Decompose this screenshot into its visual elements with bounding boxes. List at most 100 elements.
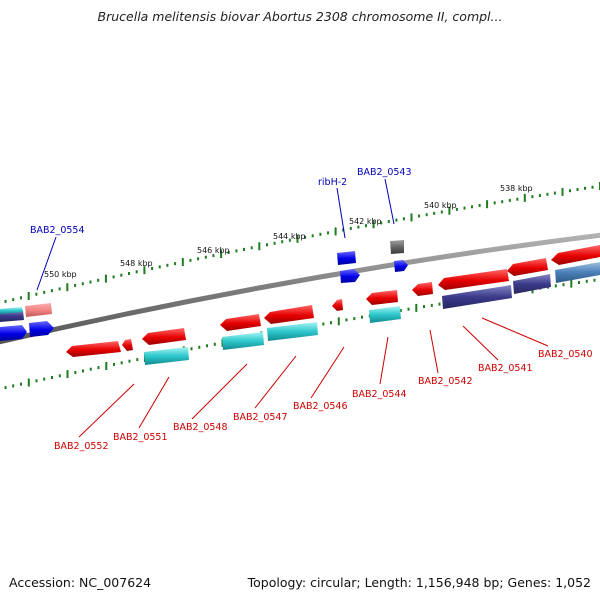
- gene-label-BAB2_0548[interactable]: BAB2_0548: [173, 422, 228, 433]
- callout-BAB2_0544: [379, 336, 389, 385]
- inner-track-minor-tick: [593, 278, 596, 282]
- outer-track-minor-tick: [576, 188, 579, 191]
- gene-BAB2_0542[interactable]: [412, 282, 433, 296]
- outer-track-minor-tick: [266, 243, 268, 247]
- gene-label-BAB2_0547[interactable]: BAB2_0547: [233, 412, 288, 423]
- outer-track-minor-tick: [166, 263, 169, 267]
- inner-track-major-tick: [337, 317, 340, 326]
- inner-track-major-tick: [66, 370, 69, 379]
- outer-track-minor-tick: [463, 206, 466, 210]
- outer-track-minor-tick: [342, 228, 345, 232]
- gene-cyan-0547[interactable]: [267, 322, 318, 341]
- topology-label: Topology: circular; Length: 1,156,948 bp…: [247, 575, 591, 590]
- gene-label-ribH-2[interactable]: ribH-2: [318, 177, 347, 188]
- gene-upper-blue-2[interactable]: [340, 269, 360, 283]
- tick-label-540: 540 kbp: [424, 201, 457, 210]
- gene-BAB2_0540[interactable]: [507, 258, 548, 276]
- inner-track-minor-tick: [12, 384, 15, 388]
- gene-label-BAB2_0542[interactable]: BAB2_0542: [418, 376, 473, 387]
- inner-track-minor-tick: [82, 369, 84, 373]
- tick-label-544: 544 kbp: [273, 232, 306, 241]
- gene-BAB2_0544[interactable]: [366, 290, 398, 305]
- gene-ribH-2[interactable]: [337, 251, 356, 265]
- gene-BAB2_0554-pink[interactable]: [25, 303, 52, 317]
- outer-track-minor-tick: [281, 240, 284, 244]
- outer-track-minor-tick: [43, 290, 46, 294]
- gene-BAB2_0541[interactable]: [438, 269, 509, 290]
- gene-left-blue-1[interactable]: [0, 325, 27, 341]
- gene-navy-0541[interactable]: [442, 285, 512, 309]
- inner-track-minor-tick: [120, 361, 123, 365]
- gene-BAB2_0551[interactable]: [142, 328, 186, 345]
- gene-label-BAB2_0543[interactable]: BAB2_0543: [357, 167, 412, 178]
- gene-label-BAB2_0544[interactable]: BAB2_0544: [352, 389, 407, 400]
- inner-track-minor-tick: [20, 382, 22, 386]
- gene-red-small-1[interactable]: [122, 339, 133, 351]
- outer-track-minor-tick: [204, 255, 207, 259]
- gene-label-BAB2_0546[interactable]: BAB2_0546: [293, 401, 348, 412]
- scale-labels: 538 kbp 540 kbp 542 kbp 544 kbp 546 kbp …: [44, 184, 533, 279]
- tick-label-542: 542 kbp: [349, 217, 382, 226]
- accession-label: Accession: NC_007624: [9, 575, 152, 590]
- inner-track-minor-tick: [51, 376, 53, 379]
- gene-BAB2_0548[interactable]: [220, 314, 261, 331]
- gene-BAB2_0552[interactable]: [66, 341, 121, 357]
- gene-left-blue-2[interactable]: [29, 321, 54, 337]
- gene-BAB2_0547[interactable]: [264, 305, 314, 324]
- gene-label-BAB2_0540[interactable]: BAB2_0540: [538, 349, 593, 360]
- callout-BAB2_0542: [429, 329, 439, 374]
- gene-label-BAB2_0541[interactable]: BAB2_0541: [478, 363, 533, 374]
- inner-track-minor-tick: [89, 367, 92, 371]
- inner-track-minor-tick: [562, 283, 565, 287]
- outer-track-minor-tick: [89, 280, 92, 284]
- callout-BAB2_0551: [138, 376, 170, 429]
- tick-label-538: 538 kbp: [500, 184, 533, 193]
- inner-track-major-tick: [570, 279, 573, 288]
- gene-label-BAB2_0551[interactable]: BAB2_0551: [113, 432, 168, 443]
- inner-track-minor-tick: [407, 307, 410, 311]
- gene-label-BAB2_0552[interactable]: BAB2_0552: [54, 441, 109, 452]
- callout-lines: [36, 178, 549, 438]
- gene-cyan-0551[interactable]: [144, 347, 189, 365]
- inner-track-minor-tick: [322, 322, 325, 326]
- gene-upper-blue-3[interactable]: [394, 260, 408, 272]
- outer-track-minor-tick: [501, 200, 504, 204]
- outer-track-minor-tick: [478, 204, 481, 207]
- gene-BAB2_0546[interactable]: [332, 299, 343, 311]
- outer-track-major-tick: [66, 283, 69, 292]
- outer-track-major-tick: [143, 266, 146, 275]
- callout-BAB2_0548: [191, 363, 248, 420]
- outer-track-major-tick: [486, 200, 489, 209]
- outer-track-minor-tick: [538, 194, 541, 197]
- outer-track-minor-tick: [12, 298, 15, 302]
- gene-label-BAB2_0554[interactable]: BAB2_0554: [30, 225, 85, 236]
- gene-cyan-0548[interactable]: [222, 332, 264, 350]
- map-title: Brucella melitensis biovar Abortus 2308 …: [97, 9, 503, 24]
- outer-track-minor-tick: [288, 238, 291, 242]
- outer-track-minor-tick: [227, 251, 230, 254]
- gene-left-cyan[interactable]: [0, 307, 23, 314]
- gene-red-right[interactable]: [551, 245, 600, 265]
- outer-track-minor-tick: [433, 211, 436, 215]
- outer-track-major-tick: [27, 292, 30, 300]
- outer-track-major-tick: [296, 234, 299, 243]
- outer-track-minor-tick: [584, 186, 586, 190]
- inner-track-minor-tick: [345, 318, 348, 322]
- outer-track-major-tick: [181, 258, 184, 266]
- inner-track-minor-tick: [585, 279, 588, 283]
- outer-track-major-tick: [372, 220, 375, 229]
- tick-label-546: 546 kbp: [197, 246, 230, 255]
- outer-track-minor-tick: [50, 289, 53, 293]
- outer-track-minor-tick: [380, 221, 383, 225]
- outer-track-major-tick: [410, 213, 413, 222]
- inner-track-minor-tick: [554, 284, 557, 288]
- gene-BAB2_0543[interactable]: [390, 240, 404, 254]
- inner-track-minor-tick: [430, 303, 433, 307]
- gene-steel-right[interactable]: [555, 262, 600, 283]
- inner-track-minor-tick: [4, 386, 7, 390]
- outer-track-minor-tick: [546, 192, 549, 196]
- gene-cyan-0544[interactable]: [369, 306, 401, 323]
- outer-track-major-tick: [258, 242, 261, 251]
- outer-track-minor-tick: [493, 201, 496, 205]
- gene-navy-0540[interactable]: [513, 274, 551, 294]
